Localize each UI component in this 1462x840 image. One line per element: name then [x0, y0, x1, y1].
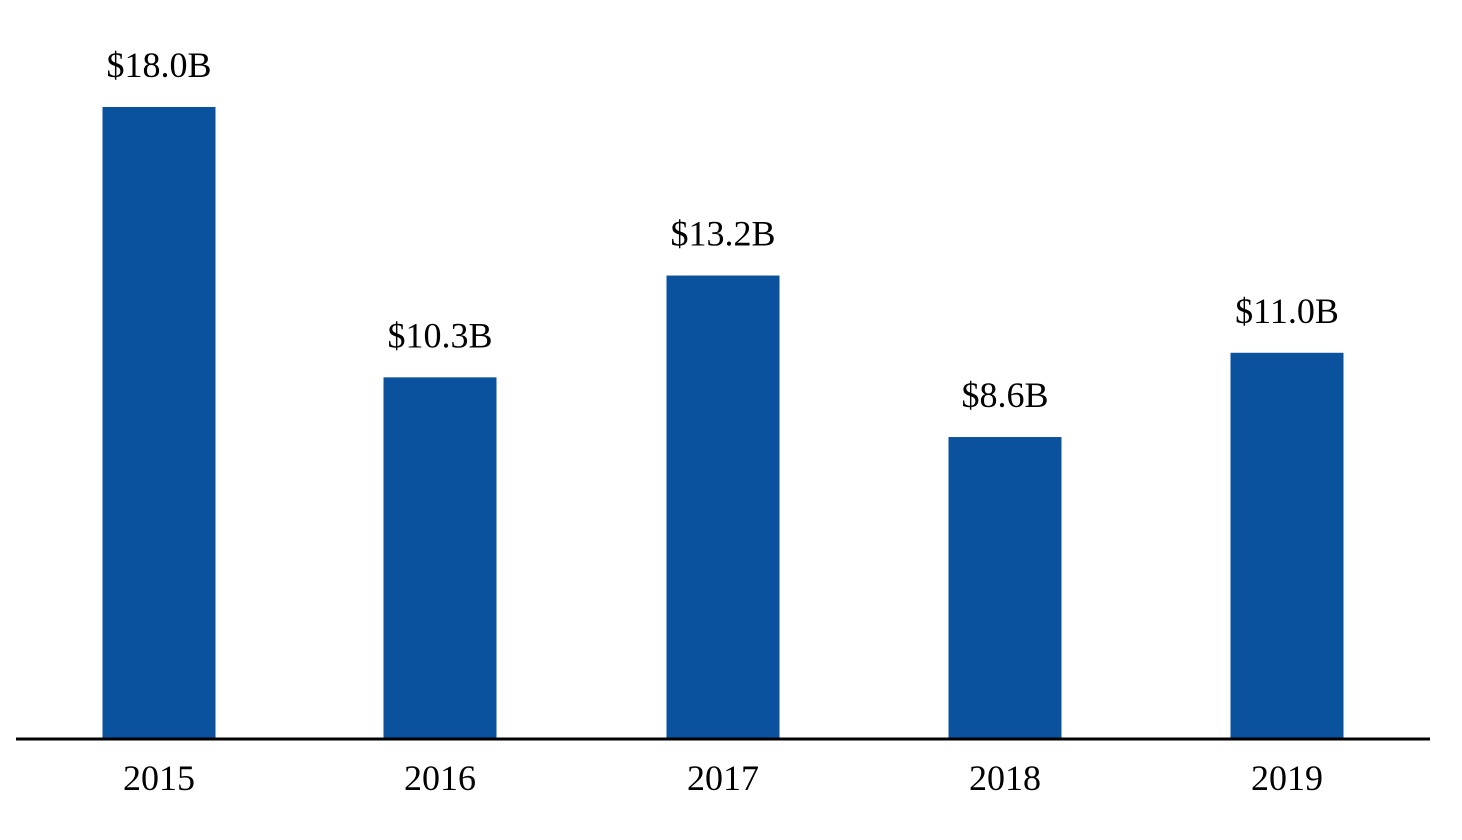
x-tick-label-2018: 2018: [969, 758, 1041, 798]
bar-2019: [1230, 352, 1344, 739]
x-tick-label-2015: 2015: [123, 758, 195, 798]
value-label-2015: $18.0B: [106, 45, 211, 85]
bar-2017: [666, 275, 780, 739]
bar-2018: [948, 437, 1062, 739]
bars-group: [102, 107, 1344, 739]
value-label-2018: $8.6B: [961, 375, 1048, 415]
value-label-2016: $10.3B: [387, 315, 492, 355]
value-label-2017: $13.2B: [670, 214, 775, 254]
x-tick-labels-group: 2015 2016 2017 2018 2019: [123, 758, 1323, 798]
value-labels-group: $18.0B $10.3B $13.2B $8.6B $11.0B: [106, 45, 1338, 415]
x-tick-label-2017: 2017: [687, 758, 759, 798]
bar-2015: [102, 107, 216, 739]
x-tick-label-2016: 2016: [404, 758, 476, 798]
x-tick-label-2019: 2019: [1251, 758, 1323, 798]
bar-2016: [383, 377, 497, 739]
value-label-2019: $11.0B: [1235, 291, 1339, 331]
